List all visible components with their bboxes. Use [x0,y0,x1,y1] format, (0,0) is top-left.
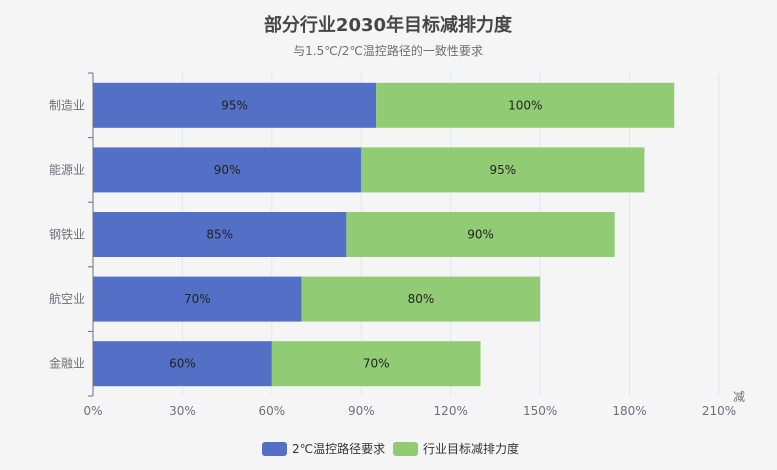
bar-segment [93,82,377,128]
y-category-label: 能源业 [49,163,85,177]
bar-data-label: 80% [408,292,435,306]
bar-segment [346,212,615,257]
chart-subtitle: 与1.5℃/2℃温控路径的一致性要求 [293,43,483,58]
bar-data-label: 95% [490,163,517,177]
x-tick-label: 120% [434,404,468,418]
bar-data-label: 70% [363,357,390,371]
bar-segment [301,276,541,322]
x-tick-label: 0% [83,404,102,418]
chart-title: 部分行业2030年目标减排力度 [264,14,513,36]
x-tick-label: 180% [612,404,646,418]
bar-data-label: 90% [214,163,241,177]
x-tick-label: 60% [259,404,286,418]
bar-segment [361,147,645,193]
bar-segment [376,82,675,128]
legend: 2℃温控路径要求 行业目标减排力度 [262,441,519,456]
x-tick-label: 90% [348,404,375,418]
bars: 95% 100% 90% 95% 85% 90% 70% 80% 60% 70% [93,82,675,387]
bar-segment [93,276,302,322]
x-tick-label: 210% [702,404,736,418]
axes: 0% 30% 60% 90% 120% 150% 180% 210% 制造业能源业钢铁业航空业金… [49,72,736,418]
bar-segment [93,147,362,193]
x-axis-label: 减 [733,390,745,404]
bar-data-label: 60% [169,357,196,371]
y-category-label: 钢铁业 [49,228,85,242]
bar-segment [93,341,272,387]
bar-data-label: 95% [221,98,248,112]
y-category-label: 制造业 [49,98,85,112]
bar-data-label: 70% [184,292,211,306]
bar-segment [93,212,347,257]
legend-label: 2℃温控路径要求 [292,441,385,456]
legend-label: 行业目标减排力度 [423,441,519,456]
bar-data-label: 90% [467,228,494,242]
x-tick-label: 30% [169,404,196,418]
y-category-label: 航空业 [49,291,85,306]
y-category-label: 金融业 [49,356,85,371]
x-tick-label: 150% [523,404,557,418]
bar-segment [271,341,481,387]
bar-data-label: 85% [206,228,233,242]
legend-swatch [262,442,287,456]
legend-swatch [393,442,418,456]
bar-data-label: 100% [508,98,542,112]
